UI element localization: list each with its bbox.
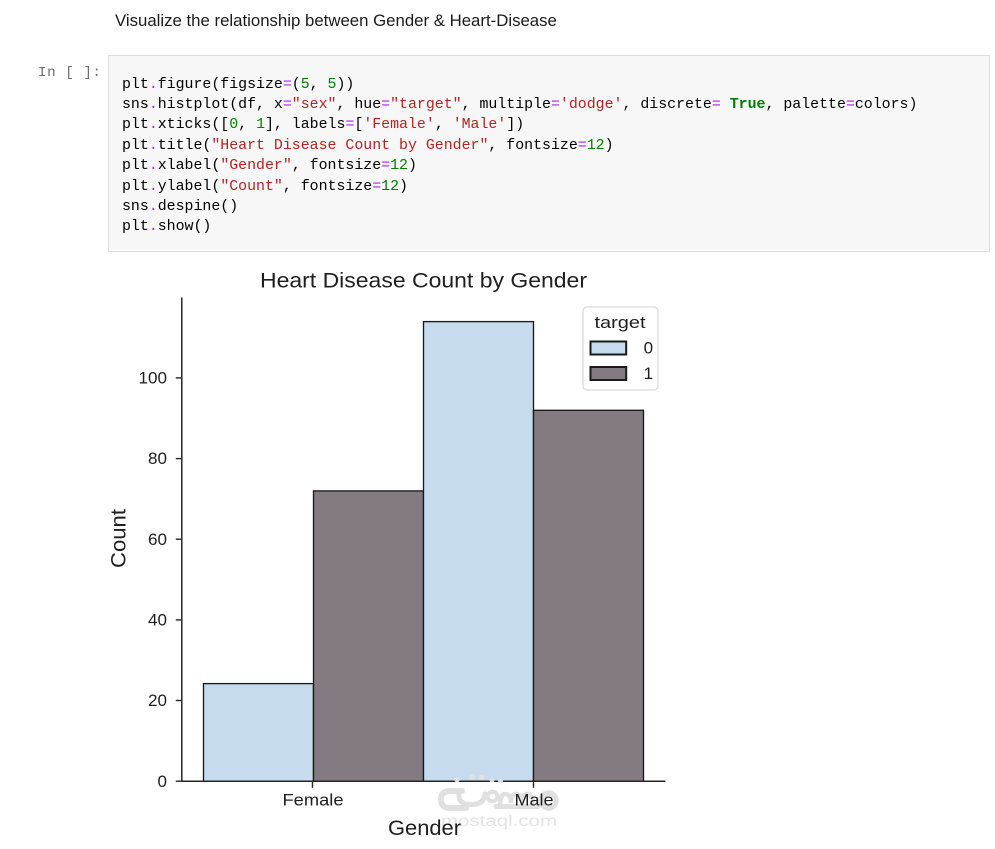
svg-text:60: 60: [148, 531, 167, 549]
svg-text:0: 0: [644, 339, 654, 357]
svg-text:20: 20: [148, 692, 167, 710]
svg-text:target: target: [595, 314, 646, 332]
svg-text:40: 40: [148, 612, 167, 630]
svg-text:mostaql.com: mostaql.com: [441, 813, 557, 830]
svg-text:1: 1: [644, 365, 654, 383]
svg-text:Gender: Gender: [388, 817, 461, 840]
svg-text:Heart Disease Count by Gender: Heart Disease Count by Gender: [260, 270, 587, 293]
svg-text:Female: Female: [283, 791, 344, 809]
svg-text:Male: Male: [515, 791, 554, 809]
svg-text:Count: Count: [108, 509, 131, 568]
svg-text:0: 0: [158, 773, 168, 791]
svg-text:100: 100: [139, 370, 168, 388]
svg-text:80: 80: [148, 450, 167, 468]
